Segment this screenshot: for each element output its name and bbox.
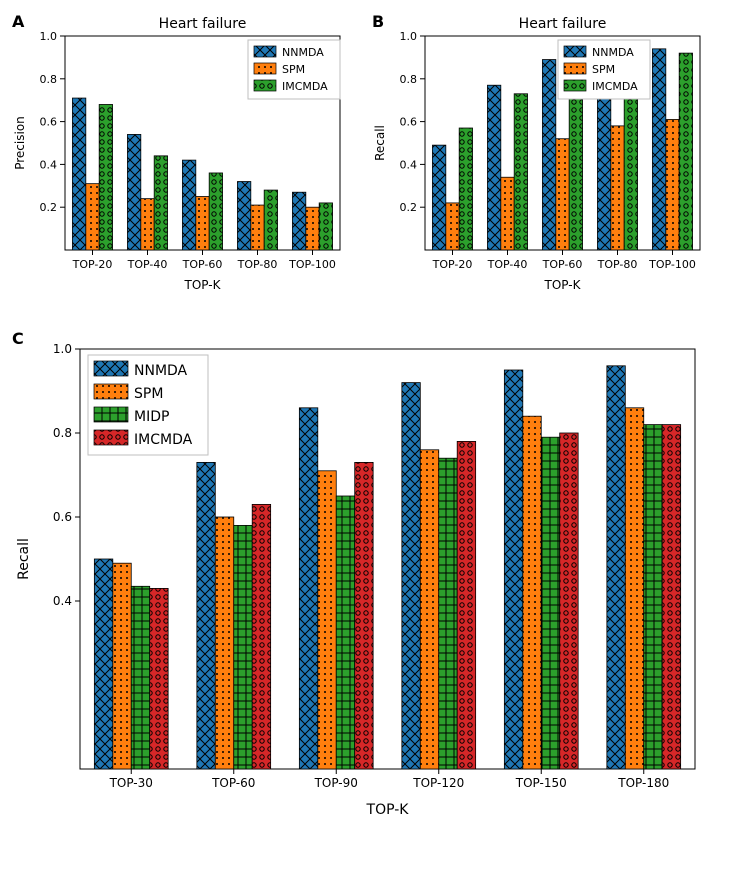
svg-text:1.0: 1.0	[40, 30, 58, 43]
svg-text:TOP-180: TOP-180	[617, 776, 669, 790]
svg-text:TOP-K: TOP-K	[366, 802, 410, 818]
svg-text:Precision: Precision	[13, 116, 27, 170]
svg-text:Heart failure: Heart failure	[159, 16, 247, 32]
chart-A: 0.2 0.4 0.6 0.8 1.0 TOP-20 TOP-40 TOP-60 TOP-80 T…	[10, 10, 350, 295]
panel-B: B 0.2 0.4 0.6 0.8 1.0 TOP-20 TOP-40 TOP-60 TOP-8…	[370, 10, 710, 299]
svg-text:TOP-100: TOP-100	[288, 258, 336, 271]
svg-text:TOP-60: TOP-60	[542, 258, 583, 271]
panel-A: A 0.2 0.4 0.6 0.8 1.0 TOP-20 TOP-40 TOP-60 TOP-8…	[10, 10, 350, 299]
svg-text:TOP-100: TOP-100	[648, 258, 696, 271]
svg-text:IMCMDA: IMCMDA	[592, 80, 638, 93]
svg-text:TOP-60: TOP-60	[211, 776, 255, 790]
svg-text:IMCMDA: IMCMDA	[134, 432, 193, 448]
svg-text:TOP-90: TOP-90	[314, 776, 358, 790]
svg-text:TOP-20: TOP-20	[432, 258, 473, 271]
svg-text:TOP-K: TOP-K	[544, 278, 582, 292]
svg-text:0.4: 0.4	[53, 594, 72, 608]
svg-text:0.4: 0.4	[40, 158, 58, 171]
svg-text:0.2: 0.2	[400, 201, 418, 214]
svg-text:0.8: 0.8	[40, 73, 58, 86]
svg-text:SPM: SPM	[134, 386, 163, 402]
svg-text:0.6: 0.6	[53, 510, 72, 524]
svg-text:0.4: 0.4	[400, 158, 418, 171]
svg-text:TOP-30: TOP-30	[109, 776, 153, 790]
chart-C: 0.40.60.81.0TOP-30TOP-60TOP-90TOP-120TOP…	[10, 329, 710, 824]
svg-text:Recall: Recall	[373, 125, 387, 161]
svg-text:TOP-150: TOP-150	[515, 776, 567, 790]
svg-text:TOP-20: TOP-20	[72, 258, 113, 271]
svg-text:TOP-60: TOP-60	[182, 258, 223, 271]
chart-B: 0.2 0.4 0.6 0.8 1.0 TOP-20 TOP-40 TOP-60 TOP-80 T…	[370, 10, 710, 295]
svg-text:TOP-K: TOP-K	[184, 278, 222, 292]
svg-text:Recall: Recall	[16, 538, 32, 580]
svg-text:0.2: 0.2	[40, 201, 58, 214]
svg-text:SPM: SPM	[282, 63, 305, 76]
svg-text:TOP-40: TOP-40	[127, 258, 168, 271]
svg-text:0.8: 0.8	[53, 426, 72, 440]
panel-B-label: B	[372, 12, 384, 31]
svg-text:TOP-80: TOP-80	[597, 258, 638, 271]
svg-text:0.8: 0.8	[400, 73, 418, 86]
svg-text:MIDP: MIDP	[134, 409, 169, 425]
panel-A-label: A	[12, 12, 24, 31]
svg-text:1.0: 1.0	[400, 30, 418, 43]
svg-text:0.6: 0.6	[400, 116, 418, 129]
svg-text:TOP-120: TOP-120	[412, 776, 464, 790]
svg-text:1.0: 1.0	[53, 342, 72, 356]
svg-text:Heart failure: Heart failure	[519, 16, 607, 32]
svg-text:NNMDA: NNMDA	[282, 46, 324, 59]
svg-text:IMCMDA: IMCMDA	[282, 80, 328, 93]
svg-text:NNMDA: NNMDA	[592, 46, 634, 59]
panel-C-label: C	[12, 329, 24, 348]
svg-text:NNMDA: NNMDA	[134, 363, 188, 379]
panel-C: C 0.40.60.81.0TOP-30TOP-60TOP-90TOP-120T…	[10, 329, 734, 828]
svg-text:SPM: SPM	[592, 63, 615, 76]
svg-text:0.6: 0.6	[40, 116, 58, 129]
svg-text:TOP-80: TOP-80	[237, 258, 278, 271]
svg-text:TOP-40: TOP-40	[487, 258, 528, 271]
